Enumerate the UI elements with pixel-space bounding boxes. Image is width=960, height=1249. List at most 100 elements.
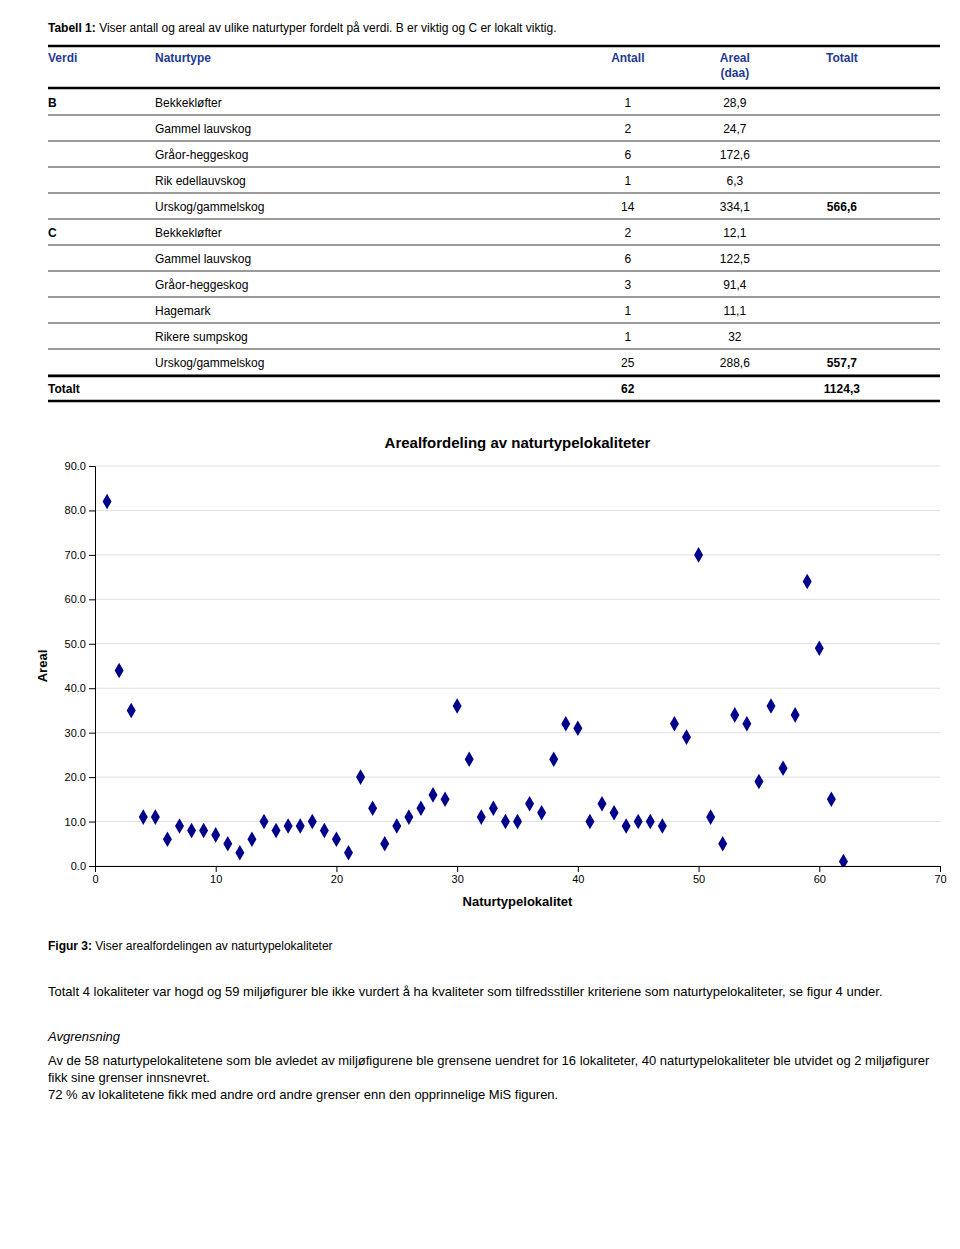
table-cell: B [48,96,57,110]
point [767,698,776,714]
point [465,752,474,768]
point [694,547,703,563]
point [549,752,558,768]
table-cell: 1 [624,96,631,110]
x-tick-label: 20 [331,873,343,885]
point [477,809,486,825]
y-tick-mark [89,777,95,778]
y-tick-mark [89,733,95,734]
table-title-label: Tabell 1: [48,21,96,35]
table-header: Totalt [826,51,858,65]
y-tick-mark [89,466,95,467]
table-cell: Hagemark [155,304,211,318]
point [730,707,739,723]
point [163,832,172,848]
point [429,787,438,803]
grid-line [95,777,940,778]
point [670,716,679,732]
table-cell: 566,6 [827,200,857,214]
y-tick-mark [89,555,95,556]
x-tick-mark [457,866,458,872]
x-tick-label: 0 [92,873,98,885]
x-tick-label: 40 [572,873,584,885]
table-cell: 1 [624,304,631,318]
point [634,814,643,830]
table-cell: 28,9 [723,96,747,110]
table-cell: 6 [624,148,631,162]
point [127,703,136,719]
table-cell: 24,7 [723,122,747,136]
table-cell: 62 [621,382,635,396]
y-tick: 50.0 [65,638,95,650]
point [380,836,389,852]
chart: Arealfordeling av naturtypelokaliteter01… [35,434,947,909]
table-cell: 122,5 [720,252,750,266]
table-header: Antall [611,51,644,65]
y-tick-mark [89,866,95,867]
table-title: Tabell 1: Viser antall og areal av ulike… [48,21,556,35]
point [103,494,112,510]
point [489,800,498,816]
grid-line [95,599,940,600]
table-cell: 32 [728,330,742,344]
y-tick-mark [89,644,95,645]
table-cell: 6,3 [726,174,743,188]
table-rule [48,349,940,350]
point [525,796,534,812]
table-cell: 11,1 [724,304,747,318]
point [585,814,594,830]
point [682,729,691,745]
point [260,814,269,830]
x-tick: 0 [92,866,98,885]
table-cell: 172,6 [720,148,750,162]
table-header: Areal(daa) [720,51,750,80]
x-tick-label: 50 [693,873,705,885]
y-tick: 20.0 [65,771,95,783]
point [658,818,667,834]
table-cell: 2 [624,226,631,240]
point [827,792,836,808]
grid-line [95,732,940,733]
table-cell: 1124,3 [824,382,860,396]
point [754,774,763,790]
paragraph-title: Avgrensning [47,1029,121,1044]
table-cell: Urskog/gammelskog [155,200,264,214]
table-cell: 288,6 [720,356,750,370]
y-tick-mark [89,599,95,600]
y-tick: 10.0 [65,816,95,828]
point [284,818,293,834]
x-tick-mark [819,866,820,872]
y-tick-mark [89,510,95,511]
table-cell: Rik edellauvskog [155,174,246,188]
point [175,818,184,834]
point [332,832,341,848]
point [151,809,160,825]
table-cell: 14 [621,200,635,214]
table-rule [48,375,940,376]
table-cell: Totalt [48,382,80,396]
table-rule [48,375,940,378]
x-tick: 50 [693,866,705,885]
x-tick-mark [336,866,337,872]
point [392,818,401,834]
point [646,814,655,830]
point [815,640,824,656]
table-cell: Gråor-heggeskog [155,278,248,292]
y-tick-label: 60.0 [65,593,86,605]
table-cell: Urskog/gammelskog [155,356,264,370]
x-axis-title: Naturtypelokalitet [463,894,573,909]
figure-caption-label: Figur 3: [48,939,92,953]
y-tick: 90.0 [65,460,95,472]
point [501,814,510,830]
x-axis: 010203040506070 [92,866,946,885]
table-rule [48,141,940,142]
table-rule [48,245,940,246]
points [103,494,848,866]
paragraph: Av de 58 naturtypelokalitetene som ble a… [48,1053,930,1102]
x-tick: 70 [934,866,946,885]
x-tick: 60 [814,866,826,885]
y-tick-label: 90.0 [65,460,86,472]
table-rule [48,271,940,272]
point [139,809,148,825]
y-tick-label: 80.0 [65,504,86,516]
